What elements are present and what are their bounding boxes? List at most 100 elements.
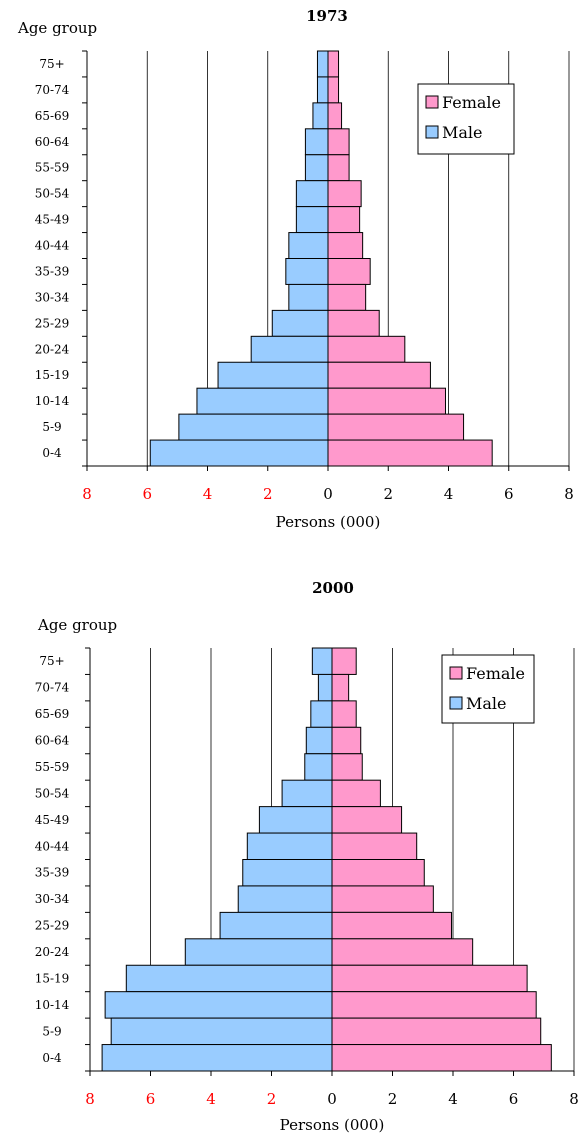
bar-female-10-14 [327,387,446,415]
bar-female-10-14 [331,991,537,1019]
category-label: 55-59 [35,161,70,175]
bar-female-40-44 [327,232,364,259]
bar-male-60-64 [304,128,329,156]
bar-male-45-49 [258,806,333,834]
bar-female-20-24 [331,938,474,966]
category-label: 0-4 [42,446,62,460]
bar-male-10-14 [196,387,329,415]
category-label: 5-9 [42,420,61,434]
bar-female-35-39 [331,859,425,887]
category-label: 15-19 [35,971,70,985]
bar-female-40-44 [331,832,418,860]
bar-male-70-74 [317,673,333,702]
category-label: 25-29 [35,316,70,330]
bar-male-15-19 [217,361,329,389]
category-label: 10-14 [35,998,70,1012]
bar-male-30-34 [237,885,333,913]
x-tick-label: 0 [323,485,333,503]
x-tick-label: 2 [267,1090,277,1108]
legend-swatch-female [425,95,439,109]
bar-female-20-24 [327,335,406,363]
category-label: 50-54 [35,786,70,800]
category-label: 40-44 [35,239,70,253]
category-label: 65-69 [35,109,70,123]
x-tick-label: 6 [504,485,514,503]
bar-male-25-29 [219,911,333,940]
bar-female-0-4 [331,1044,552,1072]
bar-female-75+ [327,50,340,78]
category-label: 70-74 [35,83,70,97]
category-label: 0-4 [42,1051,62,1065]
category-label: 25-29 [35,919,70,933]
category-label: 70-74 [35,681,70,695]
x-axis-label: Persons (000) [276,513,381,531]
bar-male-40-44 [246,832,333,860]
category-label: 5-9 [42,1024,61,1038]
legend-swatch-male [449,696,463,710]
bar-female-50-54 [331,779,381,808]
bar-male-20-24 [184,938,333,966]
category-label: 30-34 [35,892,70,906]
x-axis-label: Persons (000) [280,1116,385,1134]
bar-male-20-24 [250,335,329,363]
bar-male-5-9 [110,1017,333,1046]
category-label: 45-49 [35,813,70,827]
bar-male-55-59 [304,753,333,781]
x-tick-label: 4 [203,485,213,503]
category-label: 20-24 [35,342,70,356]
bar-male-40-44 [288,232,329,259]
chart-title: 1973 [306,7,348,25]
x-tick-label: 6 [146,1090,156,1108]
category-label: 75+ [39,57,64,71]
category-label: 55-59 [35,760,70,774]
bar-male-50-54 [295,180,329,208]
category-label: 35-39 [35,264,70,278]
bar-female-5-9 [331,1017,542,1046]
bar-male-65-69 [312,102,329,130]
x-tick-label: 4 [444,485,454,503]
category-label: 60-64 [35,734,70,748]
category-label: 35-39 [35,866,70,880]
legend-label-female: Female [466,664,525,683]
x-tick-label: 4 [448,1090,458,1108]
category-label: 75+ [39,654,64,668]
x-tick-label: 8 [85,1090,95,1108]
bar-female-65-69 [327,102,343,130]
bar-female-75+ [331,647,357,675]
category-label: 20-24 [35,945,70,959]
bar-male-50-54 [281,779,333,808]
bar-female-45-49 [331,806,403,834]
legend: Female Male [441,654,535,724]
category-label: 10-14 [35,394,70,408]
bar-male-75+ [316,50,329,78]
bar-female-65-69 [331,700,357,728]
bar-female-60-64 [331,726,362,755]
x-tick-label: 8 [82,485,92,503]
bar-male-0-4 [149,439,329,467]
bar-male-30-34 [288,283,329,311]
bar-male-45-49 [295,206,329,234]
legend: Female Male [417,83,515,155]
x-tick-label: 2 [263,485,273,503]
category-label: 60-64 [35,135,70,149]
bar-male-75+ [311,647,333,675]
x-tick-label: 8 [569,1090,579,1108]
bar-female-50-54 [327,180,362,208]
y-axis-label: Age group [17,19,97,37]
category-label: 40-44 [35,839,70,853]
bar-female-60-64 [327,128,350,156]
bar-male-35-39 [242,859,333,887]
bar-male-70-74 [316,76,329,104]
bar-female-25-29 [331,911,452,940]
bar-female-15-19 [327,361,431,389]
category-label: 30-34 [35,290,70,304]
bar-female-5-9 [327,413,465,441]
bar-female-15-19 [331,964,528,993]
bar-female-70-74 [327,76,340,104]
x-tick-label: 0 [327,1090,337,1108]
bar-female-55-59 [327,154,350,182]
bar-female-0-4 [327,439,493,467]
legend-frame [441,654,535,724]
bar-male-10-14 [104,991,333,1019]
